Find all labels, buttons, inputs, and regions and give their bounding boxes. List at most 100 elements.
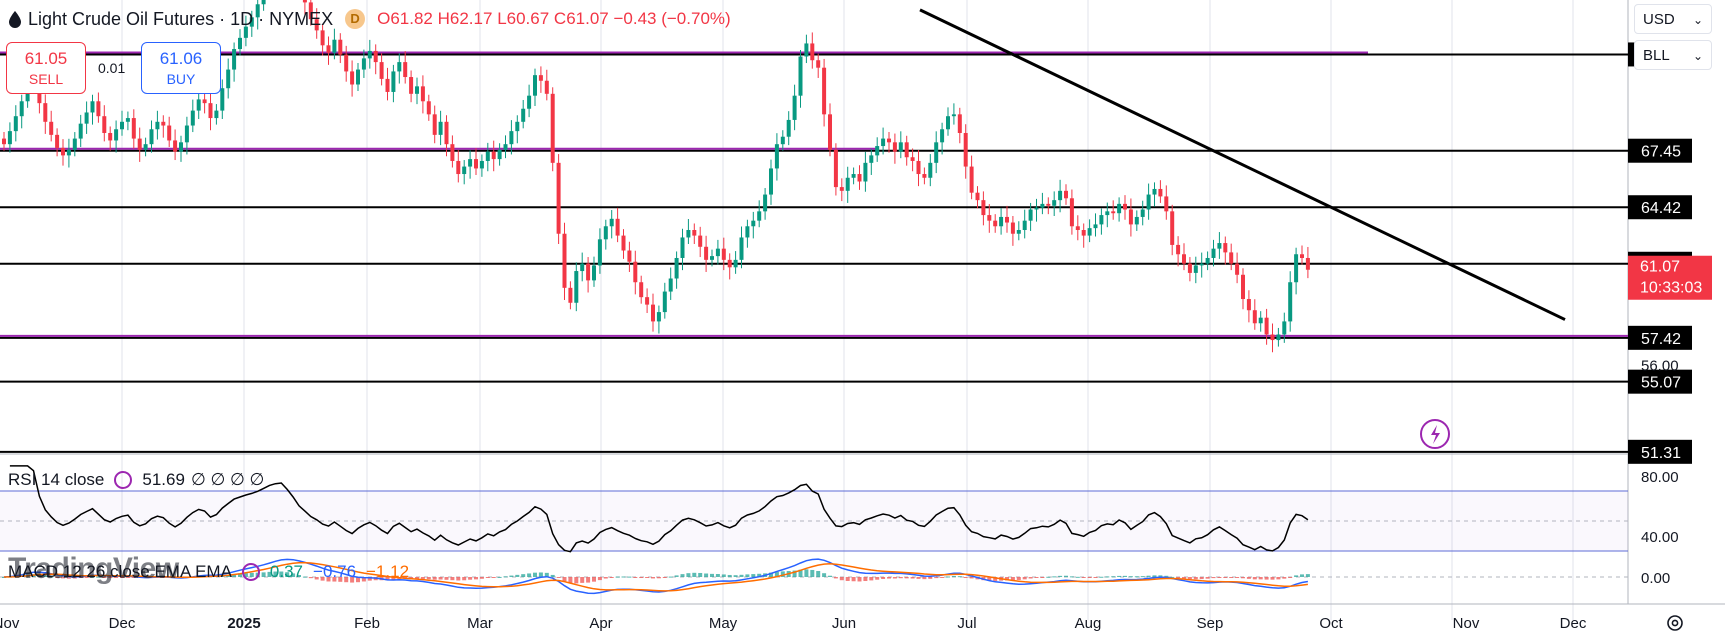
candle-body (1223, 243, 1228, 253)
candle-body (993, 220, 998, 227)
unit-select[interactable]: BLL ⌄ (1634, 40, 1712, 70)
macd-histogram-bar (898, 577, 903, 579)
macd-histogram-bar (503, 576, 508, 578)
macd-histogram-bar (267, 571, 272, 577)
candle-body (320, 30, 325, 46)
time-axis-label: 2025 (227, 615, 260, 632)
macd-histogram-bar (308, 577, 313, 579)
candle-body (1034, 207, 1039, 210)
rsi-legend[interactable]: RSI 14 close 51.69 ∅ ∅ ∅ ∅ (8, 470, 264, 490)
candle-body (774, 144, 779, 169)
low-value: L60.67 (497, 9, 550, 28)
countdown-label: 10:33:03 (1640, 280, 1702, 297)
macd-histogram-bar (320, 577, 325, 581)
candle-body (1246, 299, 1251, 311)
candle-body (521, 108, 526, 122)
candle-body (403, 62, 408, 78)
currency-value: USD (1643, 11, 1675, 28)
macd-histogram-bar (102, 577, 107, 578)
candle-body (544, 80, 549, 94)
macd-histogram-bar (881, 577, 886, 579)
macd-histogram-bar (1294, 575, 1299, 577)
symbol-header[interactable]: Light Crude Oil Futures · 1D · NYMEX D O… (8, 6, 731, 32)
macd-legend[interactable]: MACD 12 26 close EMA EMA 0.37 −0.76 −1.1… (8, 562, 409, 582)
macd-histogram-bar (633, 577, 638, 578)
candle-body (49, 121, 54, 135)
macd-histogram-bar (875, 577, 880, 580)
candle-body (946, 116, 950, 130)
macd-histogram-bar (527, 573, 532, 577)
data-window-icon[interactable] (241, 563, 260, 581)
price-label-box (1628, 439, 1692, 464)
sell-label: SELL (28, 71, 64, 87)
macd-histogram-bar (1069, 576, 1074, 578)
macd-histogram-bar (1117, 575, 1122, 577)
macd-histogram-bar (957, 576, 962, 578)
macd-histogram-bar (515, 574, 520, 577)
candle-body (1182, 254, 1186, 264)
macd-histogram-bar (432, 577, 437, 580)
macd-histogram-bar (910, 577, 915, 579)
delayed-badge: D (345, 9, 366, 29)
macd-histogram-bar (361, 577, 366, 582)
pane-separators (0, 0, 1725, 605)
candle-body (13, 116, 18, 132)
candle-body (863, 162, 868, 182)
macd-histogram-bar (674, 575, 679, 577)
macd-histogram-bar (420, 577, 425, 579)
macd-histogram-bar (1158, 575, 1163, 577)
candle-body (1276, 334, 1281, 341)
macd-histogram-bar (698, 572, 703, 577)
macd-histogram-bar (757, 573, 762, 577)
macd-histogram-bar (550, 574, 555, 577)
candle-body (1016, 230, 1021, 234)
candle-body (72, 138, 77, 150)
candle-body (397, 62, 402, 72)
candle-body (479, 160, 484, 169)
macd-histogram-bar (603, 577, 608, 579)
macd-histogram-bar (1252, 577, 1257, 580)
macd-histogram-bar (1093, 577, 1098, 578)
macd-histogram-bar (279, 571, 284, 577)
candle-body (1164, 196, 1169, 212)
time-axis-label: Apr (589, 615, 612, 632)
candle-body (969, 166, 974, 193)
candle-body (261, 0, 266, 5)
macd-histogram-bar (1022, 577, 1027, 580)
gear-icon[interactable] (1664, 612, 1686, 634)
macd-histogram-bar (792, 570, 797, 577)
macd-histogram-bar (745, 574, 750, 577)
sell-button[interactable]: 61.05 SELL (6, 42, 86, 94)
candle-body (1111, 211, 1116, 214)
macd-histogram-bar (1270, 577, 1275, 580)
macd-histogram-bar (586, 577, 591, 583)
macd-histogram-bar (686, 573, 691, 577)
candle-body (1264, 317, 1269, 335)
currency-select[interactable]: USD ⌄ (1634, 4, 1712, 34)
time-axis-label: Dec (1560, 615, 1587, 632)
macd-histogram-bar (84, 577, 89, 578)
time-axis-label: May (709, 615, 738, 632)
macd-histogram-bar (367, 577, 372, 581)
buy-button[interactable]: 61.06 BUY (141, 42, 221, 94)
candle-body (344, 54, 349, 72)
candle-body (114, 129, 119, 141)
candle-body (928, 162, 933, 178)
macd-histogram-bar (1182, 577, 1186, 579)
candle-body (255, 4, 260, 18)
macd-histogram-bar (1282, 577, 1287, 579)
candle-body (633, 261, 638, 283)
macd-histogram-bar (922, 577, 927, 580)
macd-histogram-bar (1235, 577, 1240, 578)
candle-body (662, 291, 667, 313)
data-window-icon[interactable] (114, 471, 133, 489)
macd-histogram-bar (415, 577, 419, 579)
candle-body (798, 56, 803, 96)
macd-histogram-bar (1058, 575, 1063, 577)
candle-body (645, 297, 650, 305)
candle-body (509, 131, 514, 145)
candle-body (61, 147, 65, 156)
candle-body (1258, 317, 1263, 324)
candle-body (692, 230, 697, 236)
